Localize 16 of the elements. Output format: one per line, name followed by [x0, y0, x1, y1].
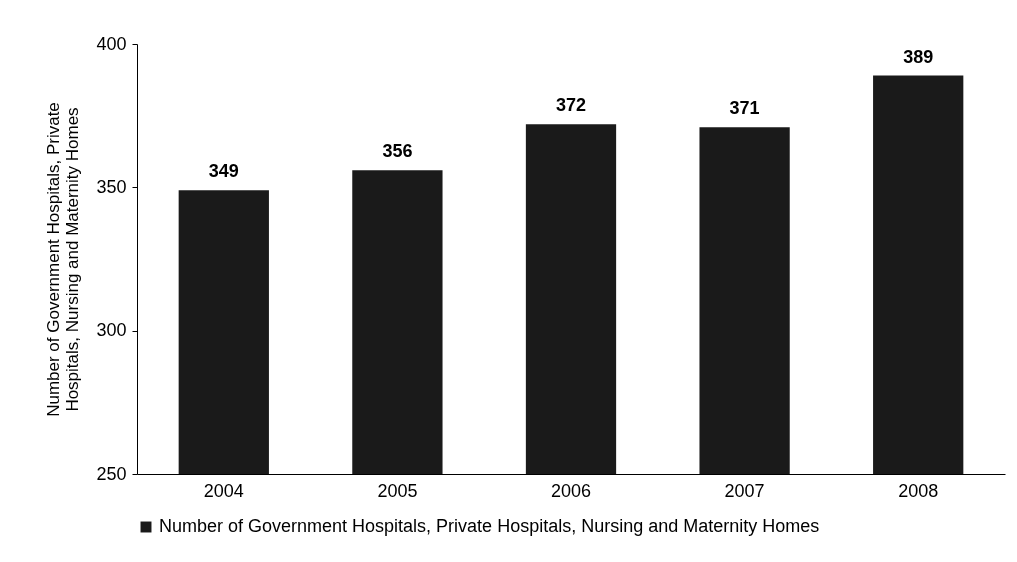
x-tick-label: 2007 [724, 480, 765, 501]
y-axis-title: Number of Government Hospitals, Private Hospitals, Nursing and Maternity Homes [44, 102, 83, 417]
x-tick-label: 2005 [377, 480, 418, 501]
y-tick-label: 400 [96, 33, 127, 54]
legend-label: Number of Government Hospitals, Private Hospitals, Nursing and Maternity Homes [159, 516, 820, 536]
x-tick-label: 2006 [550, 480, 592, 501]
data-label: 356 [382, 141, 413, 162]
y-tick-label: 250 [96, 463, 127, 484]
data-label: 372 [555, 95, 587, 116]
y-tick-label: 300 [96, 320, 127, 341]
data-label: 349 [208, 161, 239, 182]
data-label: 371 [729, 98, 760, 119]
x-tick-label: 2004 [203, 480, 244, 501]
data-label: 389 [903, 46, 934, 67]
x-tick-label: 2008 [898, 480, 939, 501]
y-tick-label: 350 [96, 176, 127, 197]
